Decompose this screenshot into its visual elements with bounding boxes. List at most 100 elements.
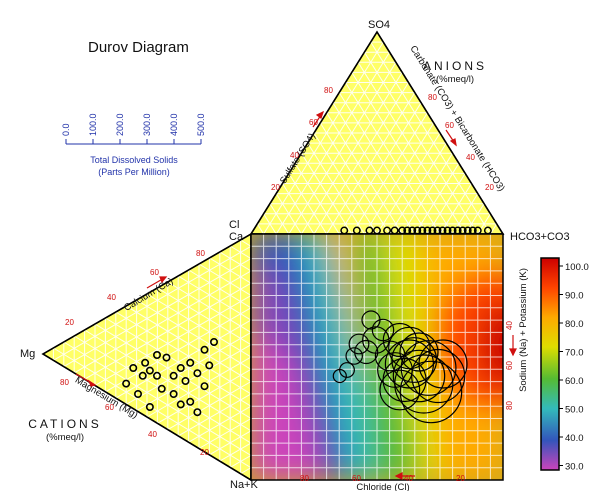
anion-triangle bbox=[249, 30, 505, 235]
cation-triangle bbox=[41, 232, 252, 482]
anion-sample bbox=[438, 226, 447, 235]
calcium-tick: 60 bbox=[150, 268, 159, 277]
square-sample bbox=[354, 339, 379, 365]
square-sample bbox=[399, 360, 463, 424]
anion-sample bbox=[473, 226, 482, 235]
square-points bbox=[332, 310, 468, 424]
sodium-tick: 40 bbox=[505, 321, 514, 330]
colorbar-label: 70.0 bbox=[565, 348, 584, 359]
square-sample bbox=[399, 332, 439, 372]
anion-sample bbox=[483, 226, 492, 235]
sulfate-tick: 80 bbox=[324, 86, 333, 95]
sodium-tick: 80 bbox=[505, 401, 514, 410]
anion-sample bbox=[403, 226, 412, 235]
cation-sample bbox=[157, 384, 166, 393]
anion-sample bbox=[418, 226, 427, 235]
square-sample bbox=[382, 357, 427, 403]
anions-heading: ANIONS bbox=[423, 59, 487, 73]
magnesium-tick: 20 bbox=[200, 448, 209, 457]
apex-hco3: HCO3+CO3 bbox=[510, 231, 570, 243]
calcium-tick: 20 bbox=[65, 318, 74, 327]
magnesium-tick: 80 bbox=[60, 378, 69, 387]
cation-sample bbox=[122, 379, 131, 388]
cation-sample bbox=[153, 371, 162, 380]
anion-sample bbox=[340, 226, 349, 235]
square-sample bbox=[394, 354, 454, 414]
anion-sample bbox=[383, 226, 392, 235]
chart-title: Durov Diagram bbox=[88, 39, 189, 56]
cation-sample bbox=[193, 369, 202, 378]
tds-tick-label: 100.0 bbox=[88, 113, 98, 136]
colorbar-label: 60.0 bbox=[565, 376, 584, 387]
chloride-axis-title: Chloride (Cl) bbox=[356, 482, 409, 491]
cation-sample bbox=[210, 337, 219, 346]
cation-sample bbox=[141, 358, 150, 367]
tick-labels: 20 40 60 80 80 60 40 20 20 40 60 80 80 60 40 20 80 60 40 20… bbox=[60, 86, 514, 483]
tds-unit-label: (Parts Per Million) bbox=[98, 167, 170, 177]
cation-sample bbox=[145, 402, 154, 411]
anion-sample bbox=[463, 226, 472, 235]
square-sample bbox=[348, 333, 370, 355]
cation-sample bbox=[200, 345, 209, 354]
tds-tick-label: 400.0 bbox=[169, 113, 179, 136]
anion-sample bbox=[352, 226, 361, 235]
carbonate-tick: 60 bbox=[445, 121, 454, 130]
cation-sample bbox=[162, 353, 171, 362]
cation-sample bbox=[200, 382, 209, 391]
chloride-tick: 40 bbox=[404, 474, 413, 483]
square-sample bbox=[382, 322, 417, 358]
anion-sample bbox=[458, 226, 467, 235]
carbonate-tick: 20 bbox=[485, 183, 494, 192]
cation-sample bbox=[176, 400, 185, 409]
anion-points bbox=[340, 226, 492, 235]
apex-ca: Ca bbox=[229, 231, 244, 243]
cation-sample bbox=[153, 350, 162, 359]
colorbar-label: 80.0 bbox=[565, 319, 584, 330]
anion-sample bbox=[408, 226, 417, 235]
square-sample bbox=[392, 349, 446, 403]
cation-sample bbox=[205, 361, 214, 370]
anion-sample bbox=[413, 226, 422, 235]
tds-tick-label: 500.0 bbox=[196, 113, 206, 136]
square-sample bbox=[345, 347, 363, 365]
cation-sample bbox=[169, 389, 178, 398]
colorbar-label: 50.0 bbox=[565, 405, 584, 416]
chloride-tick: 80 bbox=[300, 474, 309, 483]
anion-sample bbox=[448, 226, 457, 235]
sulfate-tick: 40 bbox=[290, 151, 299, 160]
cations-heading: CATIONS bbox=[28, 417, 101, 431]
carbonate-tick: 80 bbox=[428, 93, 437, 102]
anion-sample bbox=[365, 226, 374, 235]
cation-sample bbox=[186, 397, 195, 406]
square-sample bbox=[379, 369, 421, 411]
anion-sample bbox=[433, 226, 442, 235]
tds-scale: 0.0 100.0 200.0 300.0 400.0 500.0 Total Disso… bbox=[61, 113, 206, 177]
anions-unit: (%meq/l) bbox=[436, 74, 474, 85]
cation-sample bbox=[138, 371, 147, 380]
cation-sample bbox=[129, 363, 138, 372]
cation-sample bbox=[186, 358, 195, 367]
apex-mg: Mg bbox=[20, 348, 35, 360]
anion-sample bbox=[443, 226, 452, 235]
anion-sample bbox=[390, 226, 399, 235]
carbonate-tick: 40 bbox=[466, 153, 475, 162]
cations-unit: (%meq/l) bbox=[46, 432, 84, 443]
apex-cl: Cl bbox=[229, 219, 239, 231]
calcium-tick: 80 bbox=[196, 249, 205, 258]
cation-sample bbox=[145, 366, 154, 375]
anion-sample bbox=[428, 226, 437, 235]
anion-sample bbox=[453, 226, 462, 235]
tds-tick-label: 0.0 bbox=[61, 123, 71, 136]
sodium-tick: 60 bbox=[505, 361, 514, 370]
tds-label: Total Dissolved Solids bbox=[90, 155, 178, 165]
cation-sample bbox=[169, 371, 178, 380]
magnesium-tick: 60 bbox=[105, 403, 114, 412]
chloride-tick: 60 bbox=[352, 474, 361, 483]
anion-sample bbox=[373, 226, 381, 235]
square-sample bbox=[361, 310, 381, 330]
anion-sample bbox=[398, 226, 407, 235]
sulfate-tick: 60 bbox=[309, 118, 318, 127]
cation-sample bbox=[193, 408, 202, 417]
cation-points bbox=[122, 337, 219, 417]
colorbar: 100.0 90.0 80.0 70.0 60.0 50.0 40.0 30.0 bbox=[540, 257, 589, 473]
